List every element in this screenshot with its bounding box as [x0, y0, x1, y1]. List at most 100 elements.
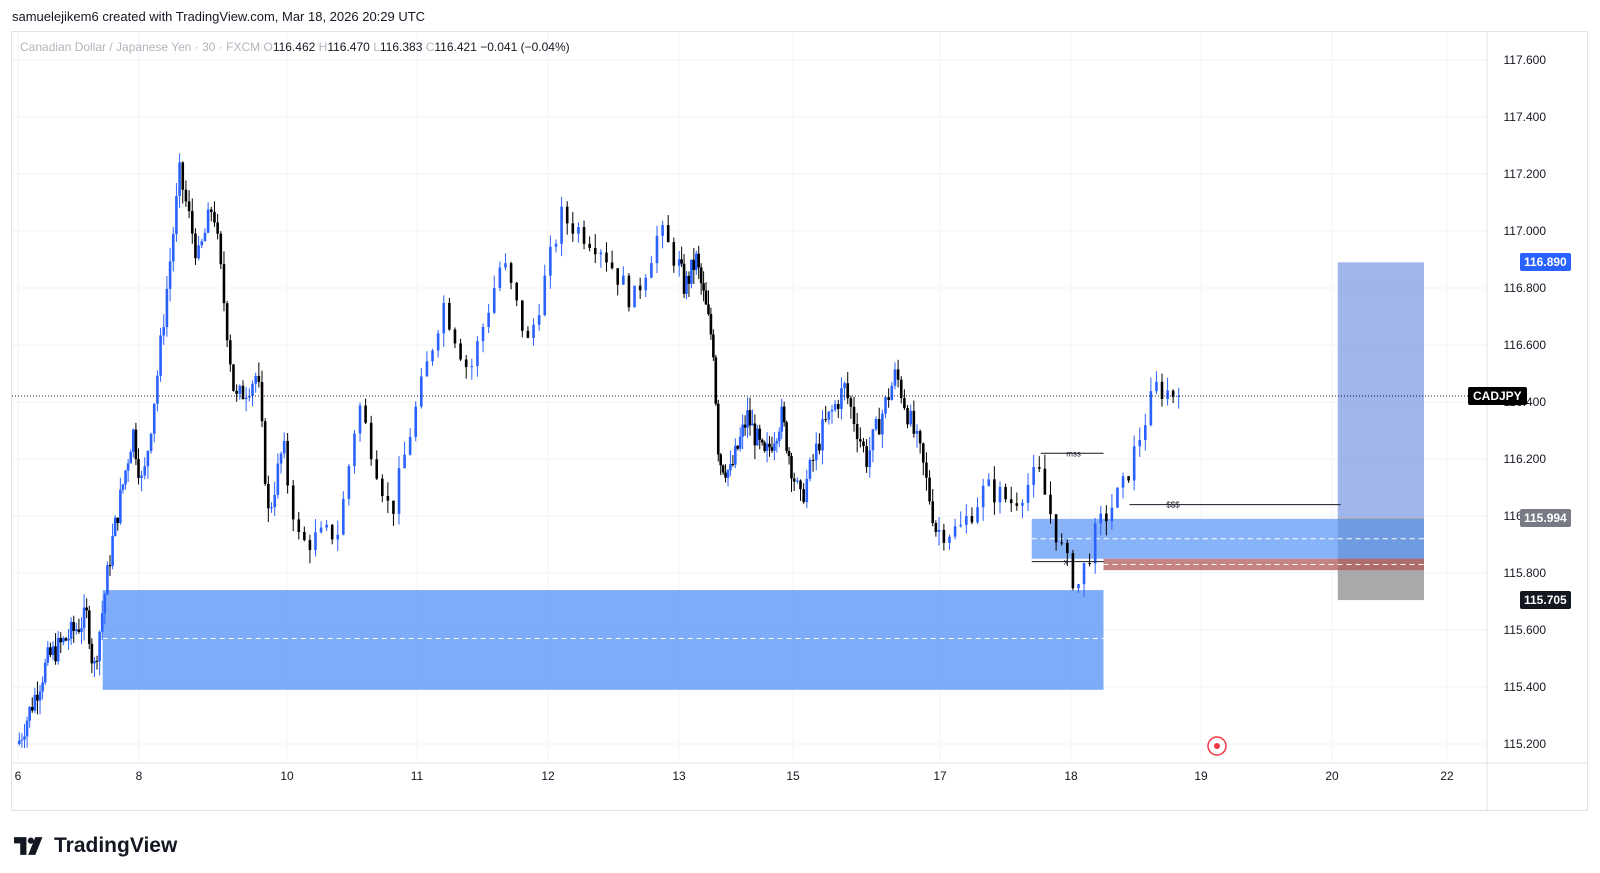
candle-body [896, 369, 900, 380]
candle-body [219, 233, 223, 265]
candle-body [336, 534, 340, 540]
candle-body [132, 429, 135, 452]
candle-body [890, 385, 894, 400]
candle-body [987, 479, 991, 486]
candle-body [571, 223, 575, 234]
candle-body [106, 565, 109, 595]
candle-body [1021, 502, 1024, 506]
candle-body [792, 478, 796, 482]
candle-body [1127, 476, 1130, 481]
candle-body [763, 442, 766, 451]
x-tick-label: 8 [136, 769, 143, 783]
candle-body [448, 302, 451, 330]
candle-body [56, 637, 60, 662]
candle-body [459, 343, 462, 360]
candle-body [998, 486, 1002, 503]
candle-body [314, 532, 317, 551]
candle-body [714, 357, 718, 404]
candle-body [276, 463, 280, 495]
candle-body [874, 419, 878, 430]
candle-body [98, 631, 101, 662]
candle-body [862, 441, 865, 447]
legend-close-value: 116.421 [434, 40, 477, 54]
legend-high-label: H [318, 40, 328, 54]
legend-high-value: 116.470 [327, 40, 370, 54]
x-tick-label: 20 [1325, 769, 1339, 783]
candle-body [342, 498, 345, 535]
candle-body [187, 201, 191, 212]
candle-body [213, 211, 216, 223]
candle-body [925, 462, 928, 478]
candle-body [593, 247, 597, 255]
candle-body [75, 629, 78, 631]
chart-caption: samuelejikem6 created with TradingView.c… [12, 9, 426, 24]
candle-body [1009, 499, 1013, 504]
axes: 117.600 117.400 117.200 117.000 116.800 116.6… [12, 32, 1587, 810]
candle-body [129, 451, 133, 464]
candle-body [62, 638, 65, 643]
demand-zone-large [102, 590, 1104, 690]
alert-marker [1207, 736, 1227, 756]
candle-body [308, 540, 312, 551]
candle-body [116, 517, 120, 523]
legend-open-label: O [263, 40, 273, 54]
candle-body [1105, 513, 1108, 522]
candle-body [724, 472, 727, 478]
x-tick-label: 22 [1440, 769, 1454, 783]
candle-body [121, 484, 125, 490]
ohlc-legend: Canadian Dollar / Japanese Yen · 30 · FX… [20, 40, 570, 54]
candle-body [1160, 381, 1164, 399]
candle-body [859, 439, 862, 442]
brand-footer[interactable]: TradingView [14, 834, 177, 858]
legend-low-value: 116.383 [379, 40, 423, 54]
candle-body [721, 465, 725, 473]
candle-body [697, 253, 701, 268]
candle-body [560, 206, 563, 244]
candle-body [28, 707, 31, 721]
candle-body [403, 454, 406, 469]
candle-body [765, 443, 769, 451]
candle-body [903, 398, 906, 408]
candle-body [846, 383, 850, 399]
candle-body [156, 375, 159, 404]
y-tick-label: 115.600 [1504, 623, 1547, 637]
legend-instrument[interactable]: Canadian Dollar / Japanese Yen · 30 · FX… [20, 40, 261, 54]
candle-body [159, 335, 162, 376]
candle-body [279, 453, 283, 464]
candle-body [775, 440, 779, 444]
candle-body [931, 501, 935, 524]
candle-body [119, 489, 122, 523]
candle-body [168, 261, 172, 289]
candle-body [126, 463, 130, 471]
candle-body [887, 397, 890, 400]
candle-body [1171, 390, 1175, 398]
candle-body [731, 463, 735, 465]
candle-body [181, 162, 185, 190]
structure-marks: mss $$$ x [12, 395, 1487, 567]
candle-body [162, 327, 166, 336]
candle-body [877, 419, 881, 435]
candle-body [1066, 542, 1069, 554]
alert-dot[interactable] [1214, 743, 1220, 749]
candle-body [190, 211, 194, 234]
candle-body [753, 423, 757, 446]
candle-body [981, 485, 985, 508]
symbol-price-tag: CADJPY [1468, 387, 1527, 405]
candle-body [1166, 390, 1169, 399]
candle-body [638, 285, 642, 291]
candle-body [515, 282, 519, 301]
candle-body [425, 361, 429, 377]
candle-body [1110, 507, 1114, 522]
candle-body [263, 421, 267, 484]
alert-ring[interactable] [1207, 736, 1227, 756]
mss-label: mss [1066, 449, 1081, 458]
candle-body [704, 290, 708, 305]
candle-body [165, 288, 169, 328]
candles [17, 153, 1181, 748]
candle-body [38, 691, 42, 701]
entry-price-tag: 115.994 [1520, 508, 1571, 527]
candle-body [1116, 487, 1119, 508]
x-tick-label: 11 [411, 769, 424, 783]
candle-body [235, 390, 238, 394]
